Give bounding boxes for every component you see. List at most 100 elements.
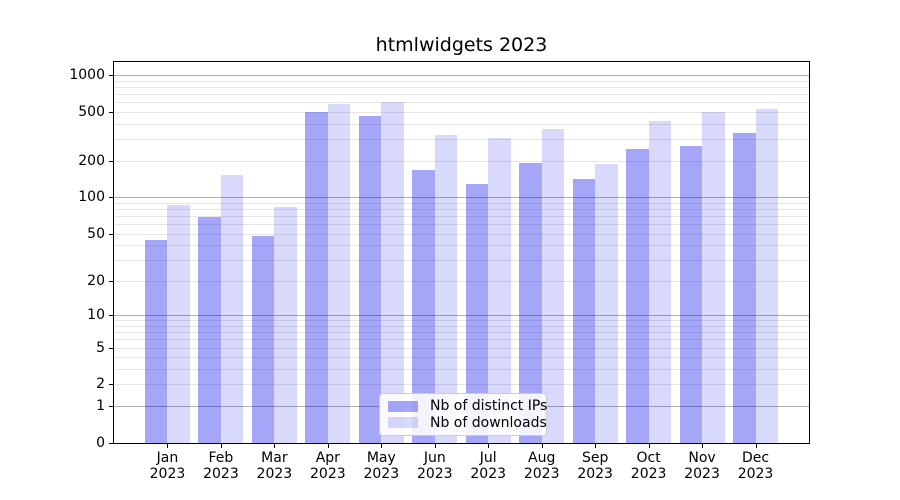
x-tick-mark — [327, 444, 329, 448]
y-tick-mark — [109, 197, 113, 199]
minor-gridline — [114, 93, 809, 95]
x-tick-mark — [434, 444, 436, 448]
minor-gridline — [114, 339, 809, 341]
x-tick-year: 2023 — [310, 466, 346, 482]
y-tick-mark — [109, 75, 113, 76]
legend-row: Nb of distinct IPs — [388, 398, 547, 415]
minor-gridline — [114, 224, 809, 226]
y-tick-mark — [109, 443, 113, 444]
bar-aug-downloads — [541, 128, 565, 443]
minor-gridline — [114, 208, 809, 210]
x-tick-mark — [220, 444, 222, 448]
bar-jul-downloads — [488, 138, 511, 443]
minor-gridline — [114, 160, 809, 162]
x-tick-mark — [167, 444, 169, 448]
y-tick-label: 200 — [78, 152, 105, 169]
bar-sep-distinct-ips — [572, 179, 596, 443]
x-tick-label: Sep 2023 — [565, 450, 625, 482]
x-tick-mark — [595, 444, 597, 448]
x-tick-month: Dec — [741, 450, 770, 466]
minor-gridline — [114, 357, 809, 359]
x-tick-label: Nov 2023 — [672, 450, 732, 482]
y-tick-label: 1000 — [69, 67, 105, 83]
bar-apr-downloads — [327, 103, 351, 443]
minor-gridline — [114, 320, 809, 322]
x-tick-label: Jun 2023 — [405, 450, 465, 482]
minor-gridline — [114, 111, 809, 113]
minor-gridline — [114, 123, 809, 125]
y-tick-mark — [109, 347, 113, 349]
minor-gridline — [114, 86, 809, 88]
minor-gridline — [114, 233, 809, 235]
minor-gridline — [114, 80, 809, 82]
x-tick-month: Aug — [528, 450, 556, 466]
y-tick-mark — [109, 160, 113, 162]
y-tick-label: 1 — [96, 398, 105, 415]
y-tick-label: 20 — [87, 272, 105, 289]
bar-jul-distinct-ips — [465, 184, 489, 443]
y-tick-label: 10 — [87, 307, 105, 324]
x-tick-year: 2023 — [684, 466, 720, 482]
bar-oct-distinct-ips — [626, 148, 649, 443]
y-tick-label: 100 — [78, 189, 105, 206]
minor-gridline — [114, 280, 809, 282]
x-tick-month: Sep — [581, 450, 609, 466]
bars-layer — [114, 62, 809, 443]
x-tick-year: 2023 — [523, 466, 560, 482]
minor-gridline — [114, 245, 809, 247]
x-tick-year: 2023 — [256, 466, 293, 482]
bar-jan-distinct-ips — [144, 240, 168, 443]
y-tick-label: 5 — [96, 339, 105, 356]
x-tick-mark — [648, 444, 650, 448]
minor-gridline — [114, 384, 809, 386]
x-tick-year: 2023 — [363, 466, 400, 482]
y-tick-label: 500 — [78, 103, 105, 120]
legend-swatch-downloads — [388, 417, 418, 429]
bar-nov-distinct-ips — [679, 146, 703, 443]
bar-mar-downloads — [274, 206, 297, 443]
bar-mar-distinct-ips — [251, 235, 275, 443]
x-tick-year: 2023 — [149, 466, 186, 482]
x-tick-mark — [488, 444, 490, 448]
x-tick-year: 2023 — [577, 466, 613, 482]
legend-swatch-distinct-ips — [388, 400, 418, 412]
major-gridline — [114, 315, 809, 317]
legend-label-downloads: Nb of downloads — [430, 414, 547, 431]
minor-gridline — [114, 332, 809, 334]
y-tick-mark — [109, 315, 113, 317]
bar-jun-distinct-ips — [412, 170, 435, 443]
x-tick-mark — [755, 444, 757, 448]
legend: Nb of distinct IPs Nb of downloads — [379, 393, 547, 436]
minor-gridline — [114, 139, 809, 141]
x-tick-year: 2023 — [470, 466, 507, 482]
minor-gridline — [114, 325, 809, 327]
x-tick-year: 2023 — [630, 466, 667, 482]
major-gridline — [114, 197, 809, 199]
x-tick-label: Aug 2023 — [512, 450, 572, 482]
bar-oct-downloads — [648, 121, 672, 443]
y-tick-mark — [109, 280, 113, 282]
y-tick-mark — [109, 406, 113, 408]
minor-gridline — [114, 260, 809, 262]
x-tick-label: May 2023 — [351, 450, 411, 482]
bar-nov-downloads — [702, 111, 725, 443]
x-tick-month: Nov — [688, 450, 716, 466]
bar-aug-distinct-ips — [519, 162, 542, 443]
x-tick-month: May — [366, 450, 396, 466]
x-tick-month: Jul — [479, 450, 497, 466]
x-tick-year: 2023 — [203, 466, 239, 482]
bar-apr-distinct-ips — [305, 111, 328, 443]
y-tick-label: 2 — [96, 376, 105, 393]
bar-jan-downloads — [167, 205, 190, 443]
minor-gridline — [114, 369, 809, 371]
x-tick-month: Apr — [315, 450, 340, 466]
bar-feb-distinct-ips — [198, 217, 221, 443]
minor-gridline — [114, 202, 809, 204]
x-tick-mark — [381, 444, 383, 448]
y-tick-label: 50 — [87, 225, 105, 242]
x-tick-mark — [702, 444, 704, 448]
gridlines-layer — [114, 62, 809, 443]
x-tick-label: Dec 2023 — [726, 450, 786, 482]
bar-may-downloads — [381, 101, 404, 443]
